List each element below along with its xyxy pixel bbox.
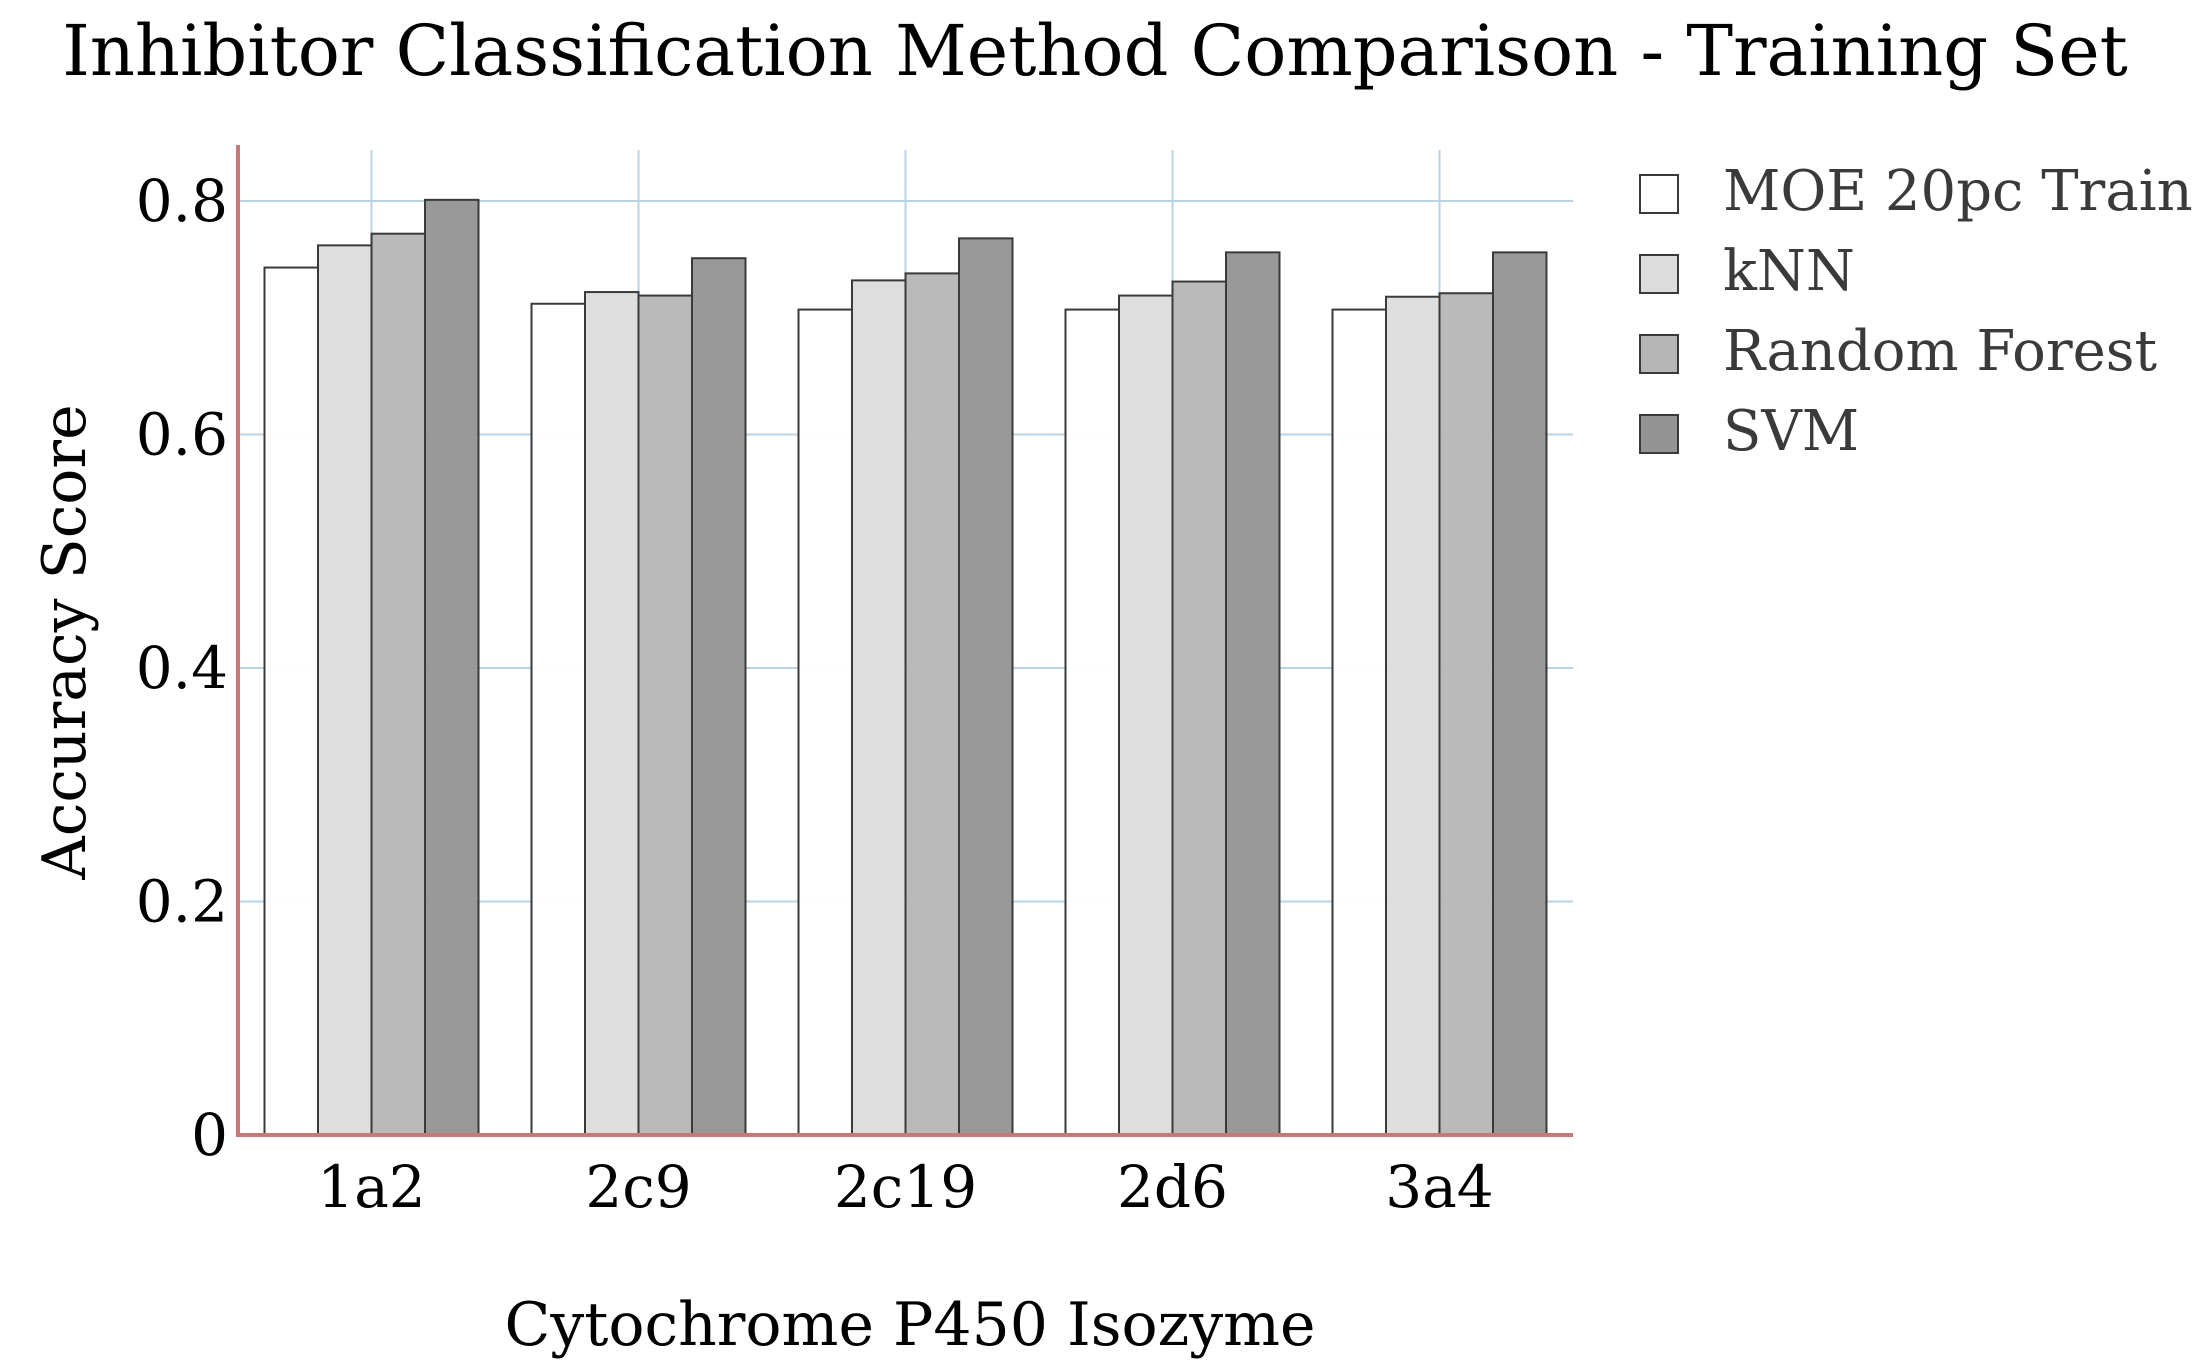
bar-knn-1a2 — [317, 244, 373, 1137]
legend-swatch — [1639, 254, 1679, 294]
bar-svm-2c9 — [691, 257, 747, 1136]
bar-moe-20pc-train-2d6 — [1064, 308, 1120, 1136]
x-tick-label: 2c19 — [834, 1153, 977, 1221]
bar-svm-3a4 — [1492, 251, 1548, 1136]
y-axis-label: Accuracy Score — [30, 404, 100, 880]
legend-swatch — [1639, 174, 1679, 214]
bar-moe-20pc-train-2c9 — [530, 302, 586, 1136]
legend-label: Random Forest — [1723, 319, 2158, 384]
bar-random-forest-2d6 — [1171, 280, 1227, 1136]
legend-label: MOE 20pc Train — [1723, 159, 2193, 224]
bar-random-forest-2c9 — [637, 294, 693, 1136]
y-tick-label: 0.8 — [136, 167, 228, 235]
axes — [236, 145, 1573, 1137]
legend-swatch — [1639, 334, 1679, 374]
legend-label: kNN — [1723, 239, 1855, 304]
bar-knn-2c9 — [584, 291, 640, 1136]
bar-svm-2d6 — [1225, 251, 1281, 1136]
bar-svm-2c19 — [958, 237, 1014, 1137]
bar-random-forest-3a4 — [1438, 292, 1494, 1137]
x-tick-label: 3a4 — [1385, 1153, 1493, 1221]
y-tick-label: 0.4 — [136, 634, 228, 702]
bar-random-forest-2c19 — [904, 272, 960, 1136]
legend-swatch — [1639, 414, 1679, 454]
y-tick-label: 0.6 — [136, 401, 228, 469]
bar-knn-2d6 — [1118, 294, 1174, 1136]
bar-knn-2c19 — [851, 279, 907, 1136]
x-axis-label: Cytochrome P450 Isozyme — [504, 1290, 1315, 1360]
y-tick-label: 0.2 — [136, 868, 228, 936]
bar-knn-3a4 — [1385, 295, 1441, 1136]
bar-moe-20pc-train-1a2 — [263, 266, 319, 1136]
bar-moe-20pc-train-2c19 — [797, 308, 853, 1136]
bar-moe-20pc-train-3a4 — [1331, 308, 1387, 1136]
legend: MOE 20pc Train kNN Random Forest SVM — [1639, 159, 2193, 464]
chart-title: Inhibitor Classification Method Comparis… — [62, 10, 2128, 92]
ticks: 0 0.2 0.4 0.6 0.8 1a2 2c9 2c19 2d6 3a4 — [136, 167, 1494, 1221]
bar-random-forest-1a2 — [370, 232, 426, 1136]
bar-svm-1a2 — [424, 198, 480, 1136]
bars — [263, 198, 1548, 1137]
legend-label: SVM — [1723, 399, 1859, 464]
x-tick-label: 1a2 — [317, 1153, 425, 1221]
x-tick-label: 2d6 — [1117, 1153, 1228, 1221]
y-tick-label: 0 — [191, 1101, 228, 1169]
x-tick-label: 2c9 — [585, 1153, 691, 1221]
